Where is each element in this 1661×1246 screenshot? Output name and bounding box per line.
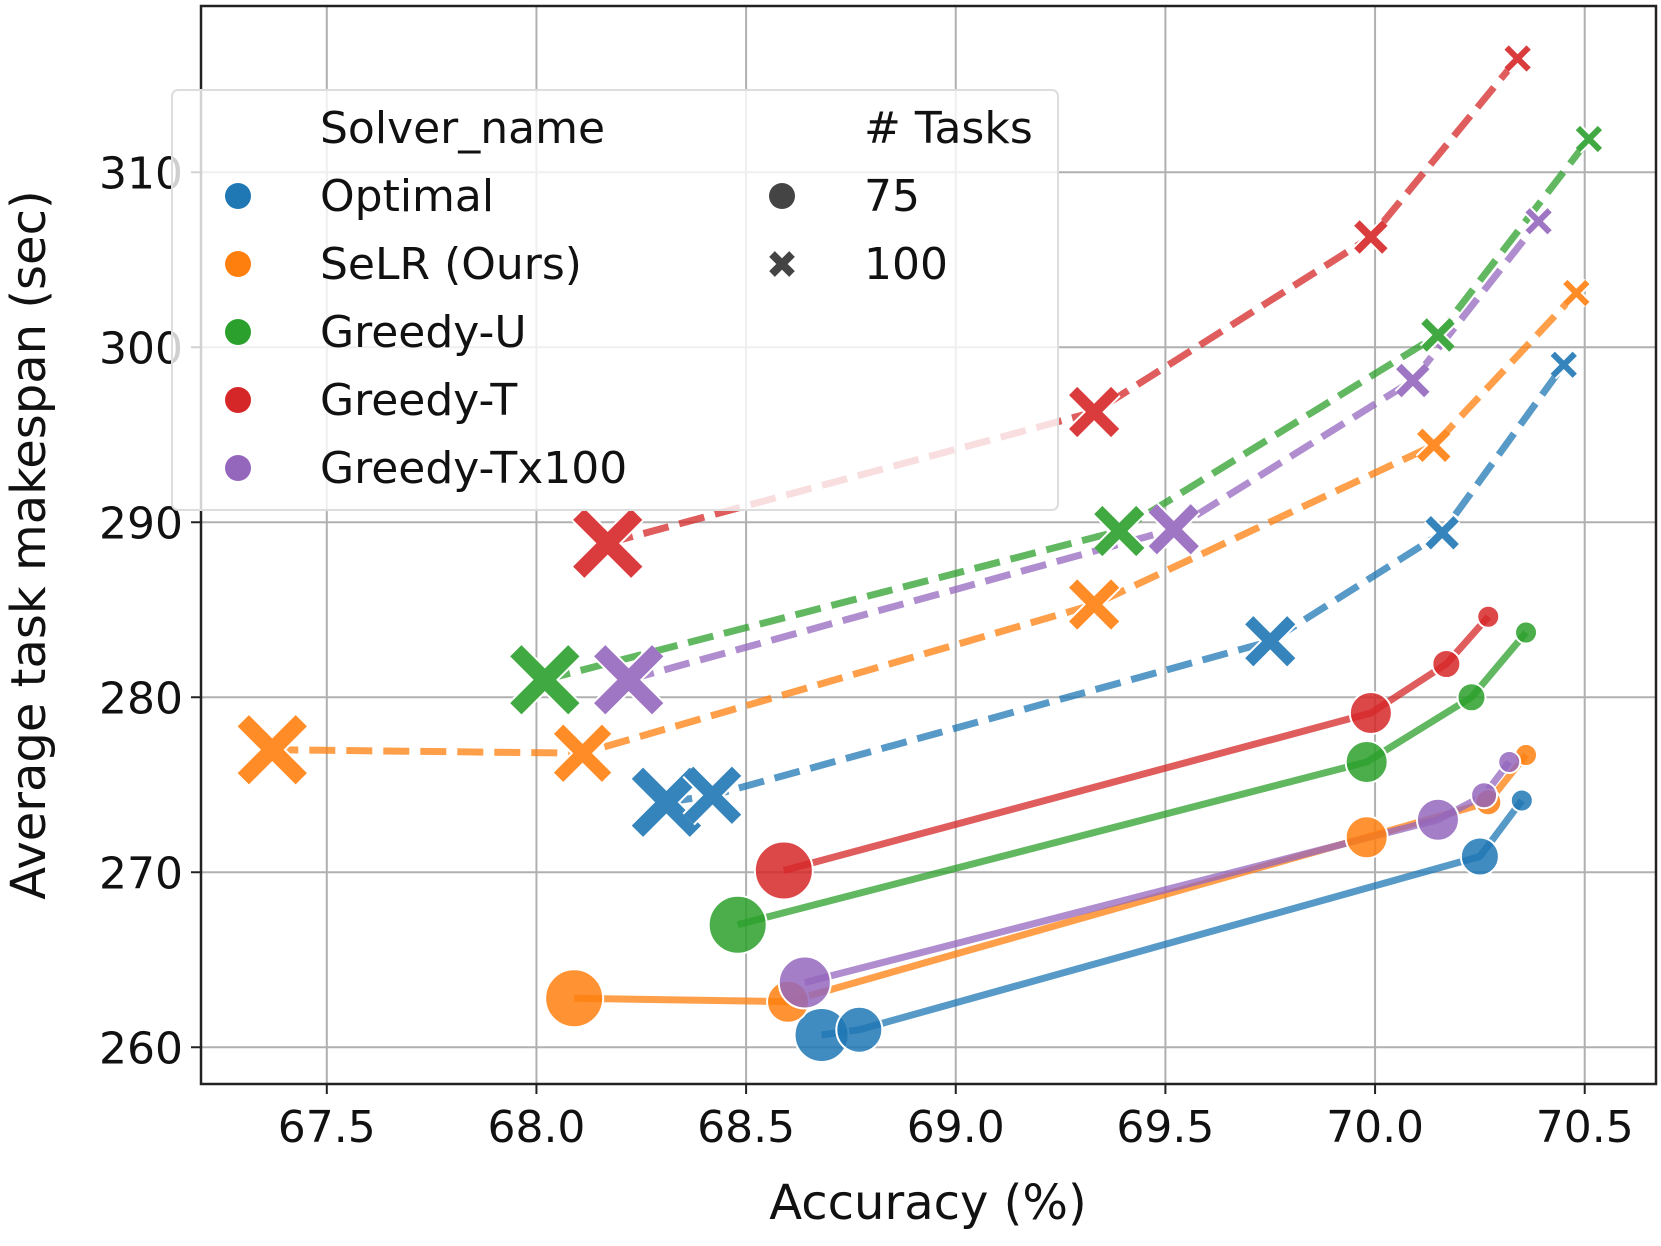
point-optimal-100 — [1424, 514, 1461, 551]
legend-entry-greedy-t: Greedy-T — [320, 375, 517, 426]
series-line-greedy-tx100-tasks100 — [627, 219, 1542, 684]
legend-swatch-greedy-t — [225, 387, 251, 413]
series-lines — [272, 56, 1592, 1039]
point-optimal-100 — [682, 765, 743, 826]
axis-ticks: 67.5 68.0 68.5 69.0 69.5 70.0 70.5 260 270 280 290… — [99, 148, 1634, 1153]
legend-entry-greedy-tx100: Greedy-Tx100 — [320, 443, 627, 494]
point-greedy-u-75 — [707, 894, 768, 955]
point-optimal-75 — [1459, 836, 1500, 877]
y-tick-label: 300 — [99, 323, 183, 374]
point-greedy-u-100 — [508, 643, 581, 716]
point-optimal-75 — [1509, 788, 1534, 813]
point-greedy-tx100-100 — [1524, 206, 1554, 236]
x-tick-label: 70.0 — [1326, 1102, 1424, 1153]
x-axis-label: Accuracy (%) — [769, 1175, 1086, 1231]
point-greedy-t-100 — [1352, 218, 1390, 256]
point-selr-ours-75 — [1344, 815, 1389, 860]
point-greedy-u-75 — [1514, 620, 1539, 645]
point-greedy-tx100-75 — [1415, 797, 1460, 842]
x-tick-label: 69.0 — [907, 1102, 1005, 1153]
y-tick-label: 310 — [99, 148, 183, 199]
legend-hue-title: Solver_name — [320, 103, 605, 154]
y-tick-label: 270 — [99, 848, 183, 899]
legend-swatch-greedy-tx100 — [225, 455, 251, 481]
legend-marker-circle — [769, 183, 795, 209]
y-axis-label: Average task makespan (sec) — [1, 190, 57, 899]
legend-style-75: 75 — [864, 171, 920, 222]
point-greedy-tx100-100 — [1394, 362, 1431, 399]
point-selr-ours-75 — [544, 968, 605, 1029]
point-greedy-tx100-100 — [592, 643, 665, 716]
legend-swatch-selr — [225, 251, 251, 277]
legend-style-title: # Tasks — [864, 103, 1033, 154]
point-optimal-100 — [630, 766, 703, 839]
series-markers — [236, 43, 1604, 1063]
x-tick-label: 70.5 — [1536, 1102, 1634, 1153]
legend-entry-optimal: Optimal — [320, 171, 494, 222]
point-greedy-u-75 — [1344, 740, 1389, 784]
series-line-greedy-t-tasks75 — [782, 614, 1491, 874]
point-selr-ours-100 — [1561, 278, 1591, 308]
legend-entry-greedy-u: Greedy-U — [320, 307, 527, 358]
point-greedy-tx100-75 — [777, 955, 832, 1010]
plot-frame — [199, 4, 1658, 1086]
series-line-greedy-t-tasks100 — [606, 56, 1521, 547]
point-selr-ours-100 — [236, 713, 309, 786]
y-tick-label: 260 — [99, 1023, 183, 1074]
point-greedy-t-75 — [1476, 604, 1501, 629]
legend-frame — [171, 89, 1059, 511]
point-greedy-t-75 — [1431, 649, 1462, 679]
point-greedy-t-75 — [1348, 691, 1393, 735]
x-tick-label: 68.0 — [487, 1102, 585, 1153]
point-greedy-tx100-75 — [1470, 781, 1499, 810]
point-selr-ours-100 — [1067, 578, 1121, 631]
legend-swatch-optimal — [225, 183, 251, 209]
point-greedy-u-100 — [1574, 124, 1604, 154]
point-selr-ours-100 — [1415, 427, 1452, 464]
legend-marker-x — [769, 251, 795, 277]
legend: Solver_name # Tasks Optimal SeLR (Ours) … — [171, 89, 1059, 511]
series-line-optimal-tasks100 — [665, 362, 1567, 806]
point-greedy-u-75 — [1456, 682, 1487, 713]
series-line-greedy-u-tasks100 — [543, 136, 1592, 684]
point-greedy-u-100 — [1092, 504, 1146, 558]
point-greedy-tx100-100 — [1147, 502, 1201, 556]
point-greedy-t-100 — [1503, 43, 1533, 74]
series-line-greedy-tx100-tasks75 — [803, 759, 1512, 986]
legend-style-100: 100 — [864, 239, 948, 290]
point-greedy-u-100 — [1419, 316, 1457, 354]
point-optimal-100 — [1549, 350, 1579, 380]
x-tick-label: 67.5 — [278, 1102, 376, 1153]
point-greedy-tx100-75 — [1497, 750, 1522, 774]
point-greedy-t-100 — [1067, 385, 1121, 439]
y-tick-label: 290 — [99, 498, 183, 549]
series-line-selr-ours-tasks100 — [272, 290, 1579, 757]
legend-entry-selr: SeLR (Ours) — [320, 239, 582, 290]
x-tick-label: 68.5 — [697, 1102, 795, 1153]
y-tick-label: 280 — [99, 673, 183, 724]
legend-swatch-greedy-u — [225, 319, 251, 345]
series-line-greedy-u-tasks75 — [736, 630, 1529, 929]
x-tick-label: 69.5 — [1116, 1102, 1214, 1153]
point-selr-ours-100 — [552, 723, 613, 784]
point-optimal-100 — [1243, 614, 1297, 668]
point-greedy-t-75 — [753, 840, 814, 901]
point-optimal-75 — [835, 1005, 884, 1054]
point-greedy-t-100 — [571, 507, 644, 580]
